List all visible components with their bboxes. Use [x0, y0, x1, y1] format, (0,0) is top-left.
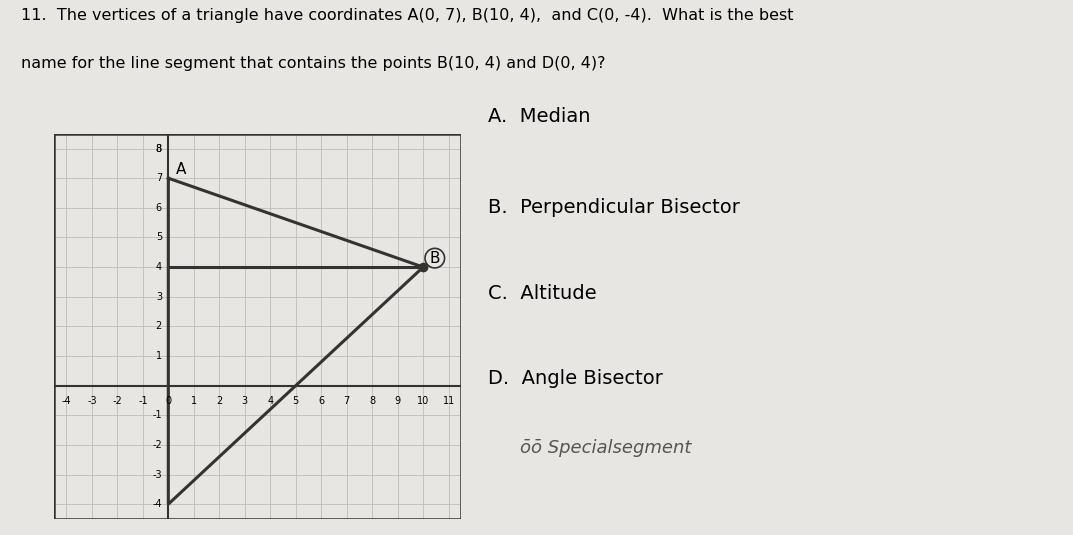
Text: C.  Altitude: C. Altitude — [488, 284, 597, 303]
Text: 0: 0 — [165, 396, 172, 406]
Text: 1: 1 — [156, 351, 162, 361]
Text: -2: -2 — [152, 440, 162, 450]
Text: -1: -1 — [138, 396, 148, 406]
Text: 6: 6 — [156, 203, 162, 213]
Text: 9: 9 — [395, 396, 400, 406]
Text: 2: 2 — [156, 322, 162, 331]
Text: 4: 4 — [156, 262, 162, 272]
Text: 3: 3 — [156, 292, 162, 302]
Text: 3: 3 — [241, 396, 248, 406]
Text: 5: 5 — [293, 396, 299, 406]
Text: A.  Median: A. Median — [488, 107, 591, 126]
Text: -3: -3 — [152, 470, 162, 479]
Text: B.  Perpendicular Bisector: B. Perpendicular Bisector — [488, 198, 740, 217]
Text: ōō Specialsegment: ōō Specialsegment — [520, 439, 692, 457]
Text: -1: -1 — [152, 410, 162, 420]
Text: 6: 6 — [319, 396, 324, 406]
Text: 1: 1 — [191, 396, 196, 406]
Text: -2: -2 — [113, 396, 122, 406]
Text: -4: -4 — [61, 396, 71, 406]
Text: 2: 2 — [216, 396, 222, 406]
Text: 5: 5 — [156, 233, 162, 242]
Text: D.  Angle Bisector: D. Angle Bisector — [488, 369, 663, 388]
Text: 8: 8 — [156, 143, 162, 154]
Text: 7: 7 — [343, 396, 350, 406]
Text: 11.  The vertices of a triangle have coordinates A(0, 7), B(10, 4),  and C(0, -4: 11. The vertices of a triangle have coor… — [21, 8, 794, 23]
Text: 7: 7 — [156, 173, 162, 183]
Text: B: B — [429, 250, 440, 266]
Text: 4: 4 — [267, 396, 274, 406]
Text: 8: 8 — [156, 143, 162, 154]
Text: name for the line segment that contains the points B(10, 4) and D(0, 4)?: name for the line segment that contains … — [21, 56, 606, 71]
Text: 8: 8 — [369, 396, 376, 406]
Text: 11: 11 — [442, 396, 455, 406]
Text: -3: -3 — [87, 396, 97, 406]
Text: 10: 10 — [417, 396, 429, 406]
Text: A: A — [176, 162, 187, 177]
Text: -4: -4 — [152, 499, 162, 509]
